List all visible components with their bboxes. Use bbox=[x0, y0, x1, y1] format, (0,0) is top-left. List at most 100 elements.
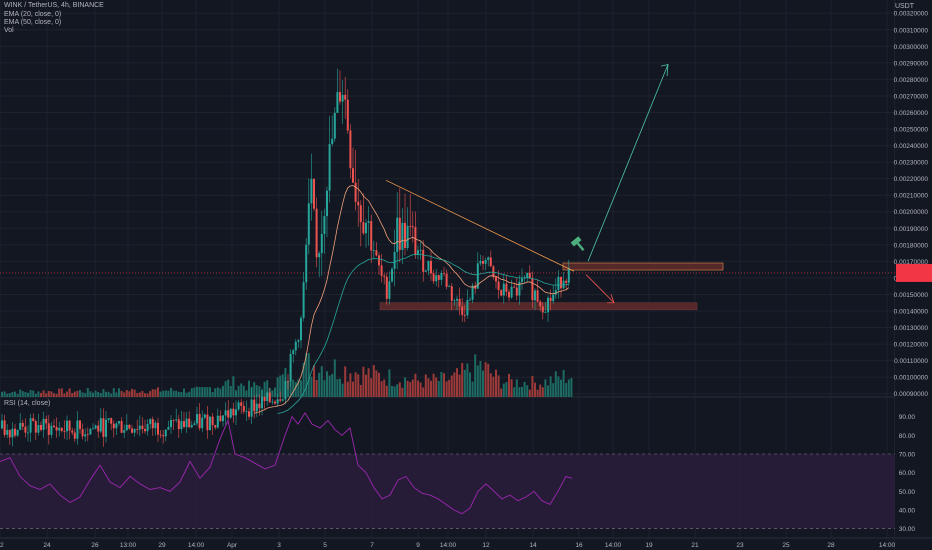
volume-bar bbox=[203, 387, 206, 397]
volume-bar bbox=[560, 379, 562, 397]
price-tick-label: 0.00320000 bbox=[894, 11, 929, 18]
candle-up bbox=[435, 275, 438, 282]
time-tick-label: 13:00 bbox=[120, 542, 137, 549]
hammer-head bbox=[570, 236, 582, 247]
volume-bar bbox=[279, 375, 282, 397]
volume-bar bbox=[68, 388, 71, 397]
candle-down bbox=[313, 178, 315, 209]
volume-bar bbox=[224, 381, 227, 397]
candle-up bbox=[544, 312, 547, 314]
candle-up bbox=[123, 430, 126, 433]
volume-bar bbox=[73, 391, 76, 397]
candle-up bbox=[175, 419, 178, 421]
symbol-legend[interactable]: WINK / TetherUS, 4h, BINANCE bbox=[4, 2, 104, 9]
candle-down bbox=[443, 273, 445, 274]
volume-bar bbox=[513, 387, 516, 397]
volume-bar bbox=[505, 382, 508, 397]
ema50-legend[interactable]: EMA (50, close, 0) bbox=[4, 19, 62, 26]
volume-legend[interactable]: Vol bbox=[4, 27, 14, 34]
volume-bar bbox=[352, 381, 354, 397]
price-tick-label: 0.00290000 bbox=[894, 60, 929, 67]
volume-bar bbox=[222, 385, 224, 397]
candle-down bbox=[45, 418, 48, 424]
volume-bar bbox=[3, 391, 6, 397]
time-tick-label: 14:00 bbox=[440, 542, 457, 549]
volume-bar bbox=[388, 369, 391, 397]
candle-down bbox=[404, 222, 406, 248]
candle-up bbox=[138, 425, 141, 430]
candle-down bbox=[151, 419, 154, 429]
volume-bar bbox=[180, 392, 183, 397]
volume-bar bbox=[193, 387, 196, 397]
candle-up bbox=[289, 353, 292, 382]
hammer-handle bbox=[576, 242, 585, 251]
candle-up bbox=[105, 419, 107, 437]
candle-up bbox=[193, 423, 196, 426]
volume-bar bbox=[313, 365, 315, 397]
time-axis[interactable]: 22 24 26 13:00 29 14:00 Apr 3 5 7 9 14:00 12 14 16 14:0… bbox=[0, 537, 932, 549]
volume-bar bbox=[214, 388, 217, 397]
time-tick-label: 9 bbox=[416, 542, 420, 549]
price-tick-label: 0.00230000 bbox=[894, 160, 929, 167]
candle-down bbox=[560, 276, 562, 289]
volume-bar bbox=[196, 386, 198, 397]
volume-bar bbox=[339, 378, 341, 397]
candle-up bbox=[89, 428, 92, 435]
candle-up bbox=[180, 421, 183, 430]
candle-down bbox=[461, 306, 464, 316]
volume-bar bbox=[534, 382, 536, 397]
candle-down bbox=[411, 226, 414, 228]
candle-down bbox=[172, 420, 175, 421]
candle-down bbox=[110, 418, 113, 424]
volume-bar bbox=[349, 373, 352, 397]
time-tick-label: 19 bbox=[645, 542, 653, 549]
volume-bar bbox=[209, 387, 211, 397]
candle-down bbox=[414, 227, 417, 255]
volume-bar bbox=[146, 393, 149, 397]
volume-bar bbox=[235, 390, 237, 397]
ema20-legend[interactable]: EMA (20, close, 0) bbox=[4, 11, 62, 18]
volume-bar bbox=[8, 393, 11, 397]
candle-up bbox=[99, 418, 102, 432]
candle-down bbox=[380, 265, 383, 276]
candle-up bbox=[292, 350, 295, 354]
volume-bar bbox=[482, 370, 484, 397]
time-tick-label: 3 bbox=[277, 542, 281, 549]
volume-bar bbox=[528, 389, 531, 397]
volume-bar bbox=[118, 388, 120, 397]
volume-bar bbox=[154, 389, 157, 397]
candle-up bbox=[201, 417, 204, 429]
volume-bar bbox=[544, 379, 547, 397]
candle-down bbox=[344, 94, 347, 100]
candle-down bbox=[86, 434, 89, 436]
volume-bar bbox=[424, 374, 427, 397]
price-tick-label: 0.00300000 bbox=[894, 44, 929, 51]
volume-bar bbox=[502, 383, 505, 397]
price-tick-label: 0.00100000 bbox=[894, 375, 929, 382]
candle-up bbox=[6, 430, 9, 435]
volume-bar bbox=[50, 391, 53, 397]
rsi-tick-label: 30.00 bbox=[899, 526, 916, 533]
price-axis[interactable]: 0.00320000 0.00310000 0.00300000 0.00290000… bbox=[894, 0, 932, 550]
candle-up bbox=[29, 418, 32, 433]
volume-bar bbox=[510, 379, 513, 397]
volume-bar bbox=[445, 381, 448, 397]
candle-down bbox=[482, 261, 484, 264]
price-tick-label: 0.00210000 bbox=[894, 193, 929, 200]
volume-bar bbox=[201, 387, 204, 397]
volume-bar bbox=[370, 378, 373, 397]
volume-bar bbox=[435, 377, 438, 397]
volume-bar bbox=[120, 390, 123, 397]
volume-bar bbox=[27, 392, 29, 397]
candle-up bbox=[16, 429, 19, 436]
volume-bar bbox=[55, 393, 58, 397]
volume-bar bbox=[547, 385, 549, 397]
volume-bar bbox=[518, 387, 521, 397]
volume-bar bbox=[92, 392, 94, 397]
price-tick-label: 0.00180000 bbox=[894, 242, 929, 249]
volume-bar bbox=[526, 385, 529, 397]
rsi-legend[interactable]: RSI (14, close) bbox=[4, 400, 51, 407]
volume-bar bbox=[333, 359, 336, 397]
